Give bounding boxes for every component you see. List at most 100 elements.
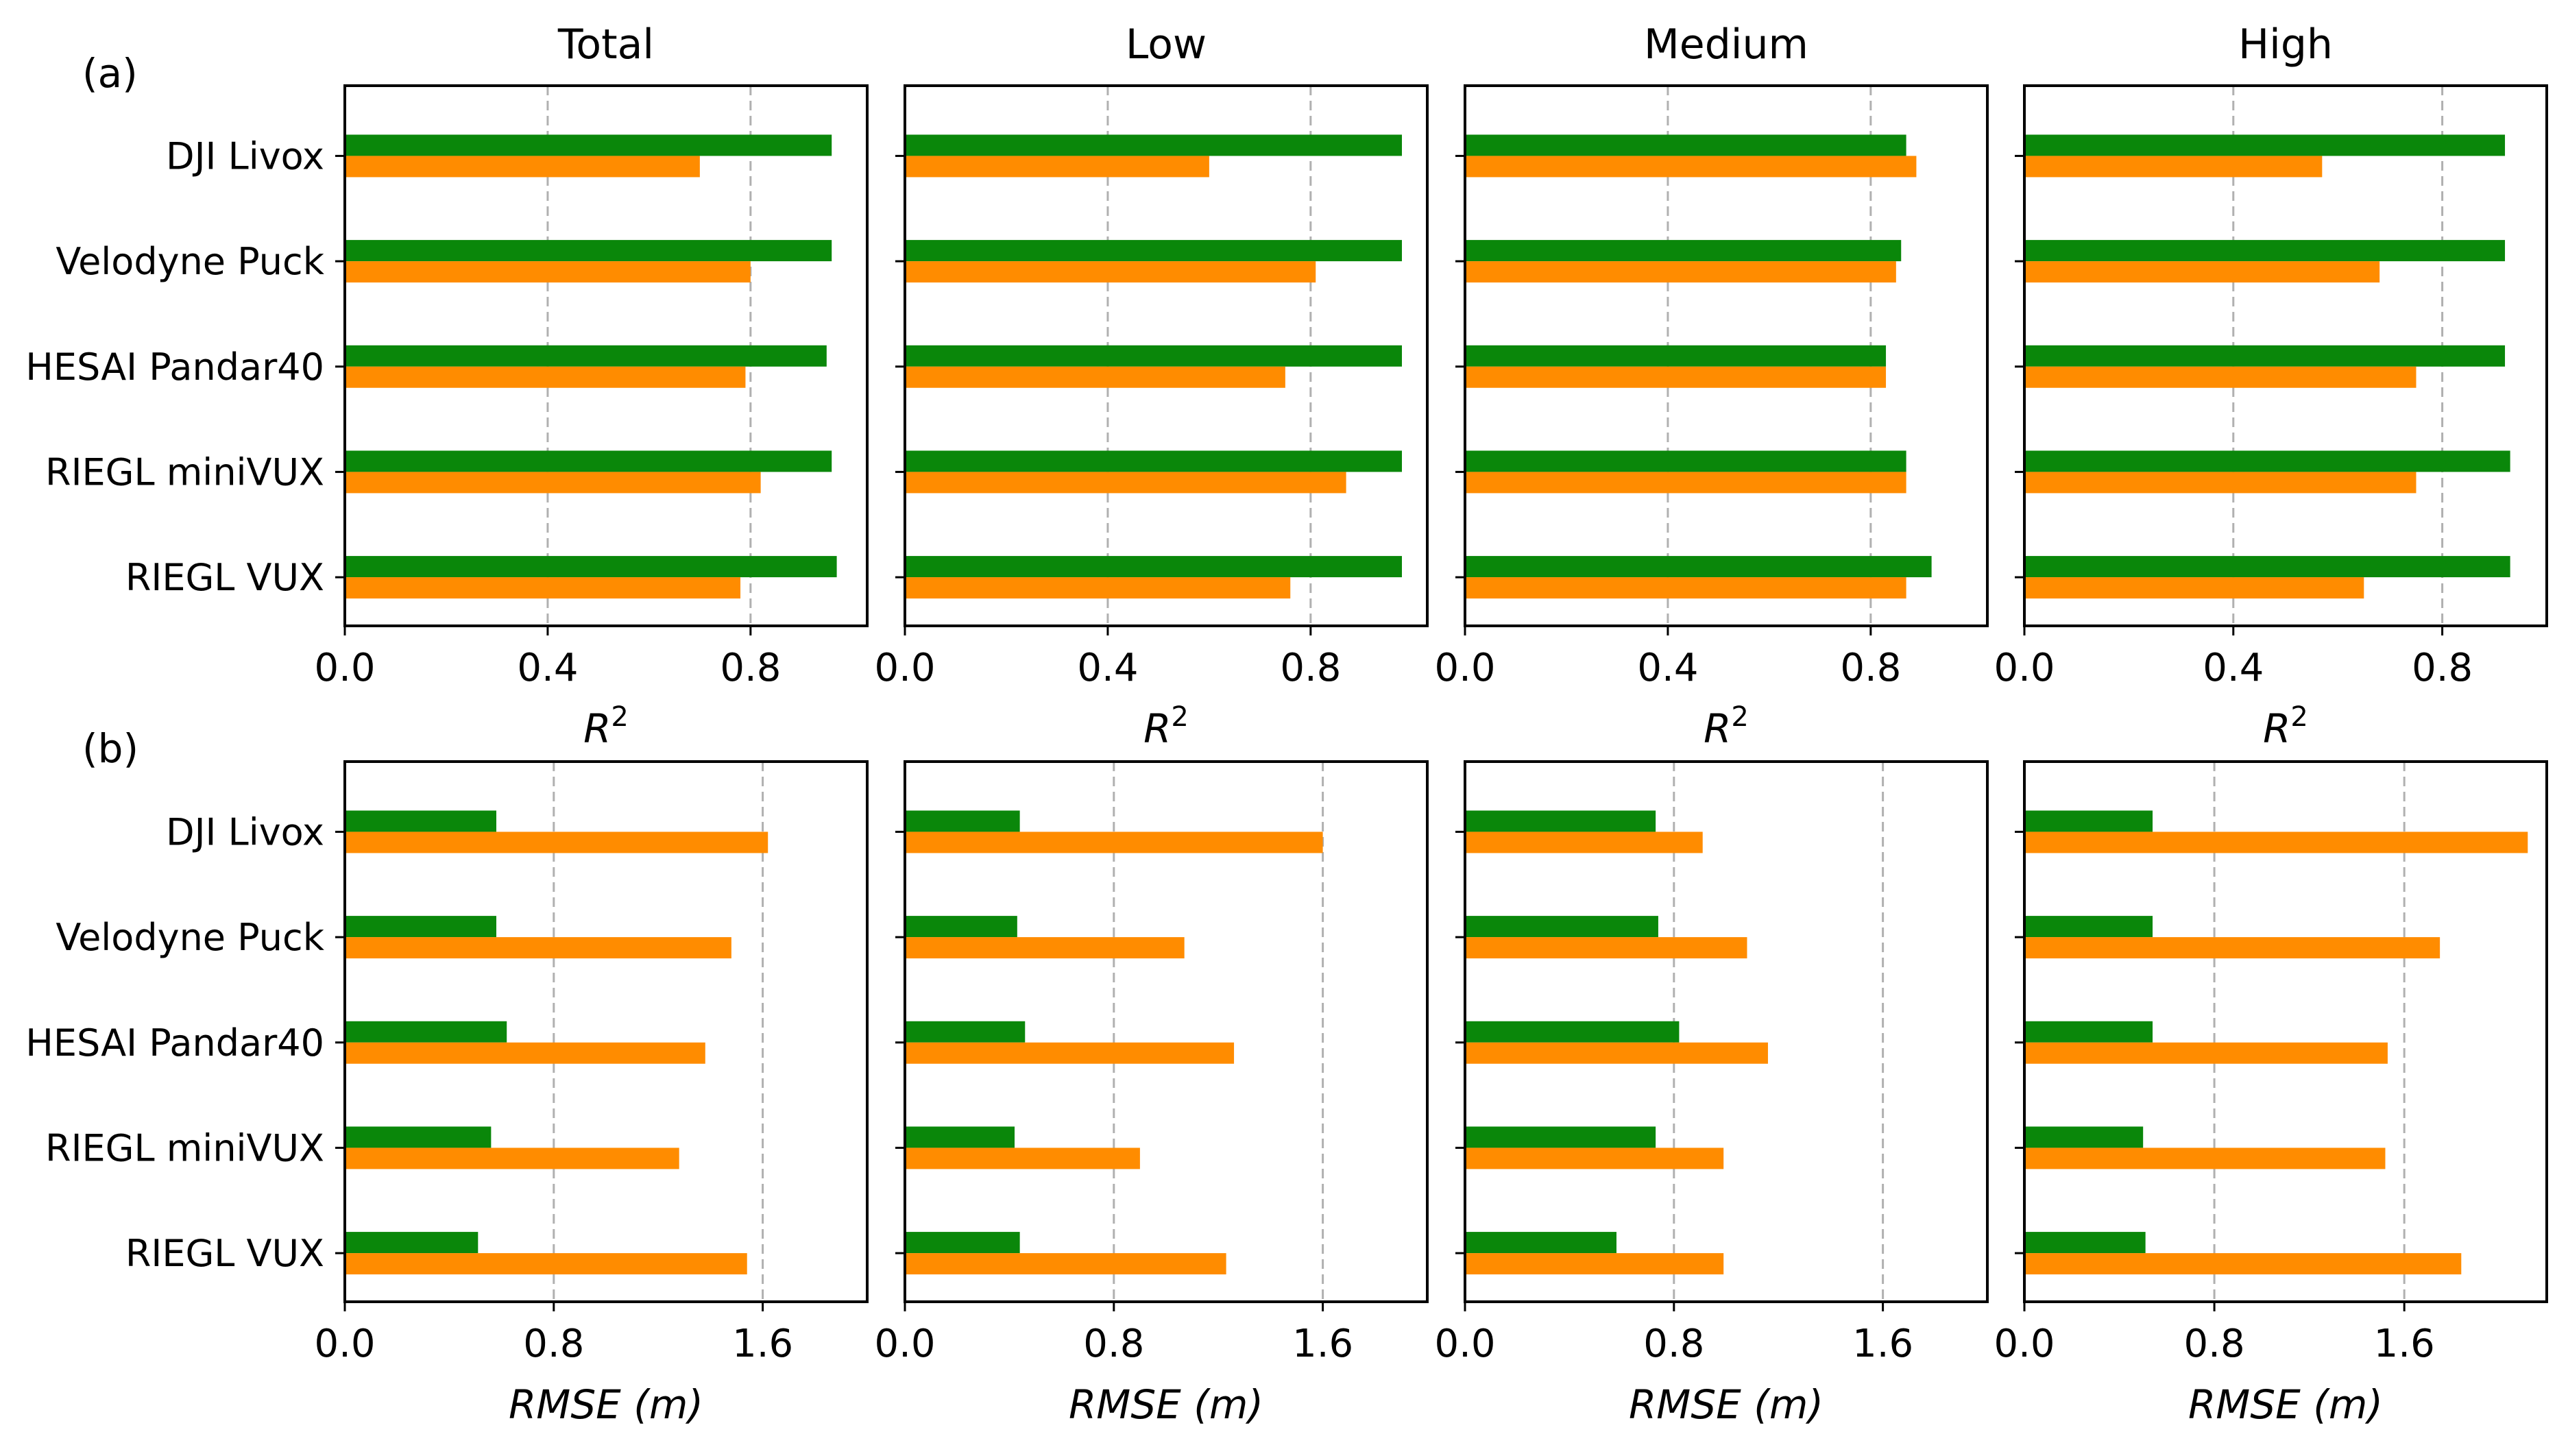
bar-series1-4 [1465, 556, 1932, 578]
bar-series2-2 [345, 366, 746, 388]
bar-series1-2 [345, 345, 827, 367]
bar-series1-3 [1465, 450, 1906, 472]
bar-series1-0 [1465, 810, 1656, 832]
y-tick-label: HESAI Pandar40 [25, 345, 324, 389]
bar-series1-4 [345, 556, 837, 578]
chart-title: Total [557, 21, 654, 69]
bar-series1-2 [345, 1021, 507, 1043]
bar-series2-4 [2024, 1253, 2462, 1275]
bar-series2-2 [2024, 366, 2416, 388]
x-axis-label-superscript: 2 [1731, 701, 1748, 733]
bar-series1-1 [345, 916, 496, 938]
bar-series2-3 [905, 1148, 1140, 1169]
panel-tag-b: (b) [82, 725, 138, 772]
x-axis-label-text: RMSE (m) [509, 1381, 703, 1428]
x-tick-label: 1.6 [1852, 1322, 1913, 1366]
x-axis-label: RMSE (m) [1629, 1381, 1824, 1428]
bar-series2-4 [2024, 577, 2364, 599]
y-tick-label: HESAI Pandar40 [25, 1021, 324, 1065]
x-axis-label-text: R [1143, 705, 1171, 752]
bar-series2-2 [2024, 1042, 2388, 1064]
axes-frame [343, 760, 869, 1303]
x-tick-label: 0.0 [1434, 646, 1495, 690]
x-tick-label: 0.8 [1643, 1322, 1704, 1366]
bar-series2-3 [2024, 472, 2416, 494]
bar-series1-1 [1465, 916, 1658, 938]
x-axis-label-text: R [583, 705, 611, 752]
axes-frame [2023, 84, 2548, 627]
bar-series1-0 [2024, 810, 2153, 832]
bar-series2-0 [2024, 832, 2528, 853]
bar-series1-0 [905, 810, 1020, 832]
bar-series1-1 [2024, 916, 2153, 938]
x-tick-label: 0.4 [1077, 646, 1138, 690]
bar-series1-3 [2024, 1126, 2144, 1148]
bar-series2-1 [2024, 261, 2380, 283]
x-tick-label: 0.0 [314, 1322, 375, 1366]
y-tick-label: Velodyne Puck [56, 916, 324, 959]
bar-series2-3 [345, 1148, 679, 1169]
bar-series2-4 [345, 577, 741, 599]
bar-series1-4 [905, 1232, 1020, 1254]
bar-series1-2 [1465, 1021, 1680, 1043]
bar-series1-1 [905, 240, 1403, 262]
x-axis-label-text: RMSE (m) [2188, 1381, 2383, 1428]
bar-series1-4 [345, 1232, 479, 1254]
x-axis-label-superscript: 2 [2290, 701, 2307, 733]
y-tick-label: DJI Livox [166, 810, 324, 853]
chart-grid: DJI Livox Velodyne Puck HESAI Pandar40 RIEG… [25, 21, 2548, 1428]
x-tick-label: 0.8 [523, 1322, 584, 1366]
x-axis-label: RMSE (m) [509, 1381, 703, 1428]
bar-series2-2 [905, 366, 1285, 388]
x-axis-label-text: R [2263, 705, 2290, 752]
x-tick-label: 1.6 [732, 1322, 793, 1366]
x-tick-label: 0.0 [1994, 1322, 2055, 1366]
x-tick-label: 0.4 [517, 646, 578, 690]
chart-panel-6: 0.0 0.8 1.6 RMSE (m) [874, 760, 1429, 1428]
axes-frame [904, 84, 1429, 627]
x-tick-label: 0.8 [2184, 1322, 2245, 1366]
bar-series1-2 [2024, 1021, 2153, 1043]
x-tick-label: 0.0 [1434, 1322, 1495, 1366]
bar-series1-1 [345, 240, 832, 262]
bar-series1-3 [345, 1126, 492, 1148]
axes-frame [343, 84, 869, 627]
x-axis-label-text: RMSE (m) [1629, 1381, 1824, 1428]
bar-series2-0 [905, 156, 1209, 178]
x-axis-label-superscript: 2 [611, 701, 628, 733]
bar-series1-0 [905, 134, 1403, 156]
x-tick-label: 0.0 [874, 1322, 935, 1366]
bar-series1-0 [345, 134, 832, 156]
bar-series2-1 [345, 261, 751, 283]
bar-series1-0 [2024, 134, 2506, 156]
bar-series2-3 [1465, 1148, 1724, 1169]
bar-series2-0 [1465, 832, 1703, 853]
bar-series1-4 [905, 556, 1403, 578]
x-tick-label: 0.8 [2412, 646, 2473, 690]
bar-series2-3 [905, 472, 1346, 494]
bar-series1-0 [345, 810, 496, 832]
bar-series2-4 [1465, 577, 1906, 599]
bar-series1-1 [1465, 240, 1902, 262]
bar-series1-4 [2024, 1232, 2146, 1254]
x-tick-label: 0.8 [1083, 1322, 1144, 1366]
bar-series2-1 [905, 261, 1316, 283]
chart-title: Low [1126, 21, 1207, 69]
x-axis-label-text: R [1704, 705, 1731, 752]
x-axis-label: RMSE (m) [2188, 1381, 2383, 1428]
x-tick-label: 0.8 [1280, 646, 1341, 690]
chart-panel-5: DJI Livox Velodyne Puck HESAI Pandar40 RIEG… [25, 760, 869, 1428]
x-tick-label: 0.4 [1637, 646, 1698, 690]
bar-series1-1 [905, 916, 1017, 938]
x-tick-label: 1.6 [1292, 1322, 1353, 1366]
axes-frame [1464, 760, 1989, 1303]
x-tick-label: 0.0 [1994, 646, 2055, 690]
bar-series2-0 [345, 832, 768, 853]
chart-panel-3: 0.0 0.4 0.8 Medium R2 [1434, 21, 1989, 752]
axes-frame [1464, 84, 1989, 627]
x-axis-label: R2 [1143, 701, 1189, 752]
chart-panel-4: 0.0 0.4 0.8 High R2 [1994, 21, 2548, 752]
y-tick-label: RIEGL miniVUX [45, 450, 324, 494]
x-axis-label-superscript: 2 [1171, 701, 1188, 733]
